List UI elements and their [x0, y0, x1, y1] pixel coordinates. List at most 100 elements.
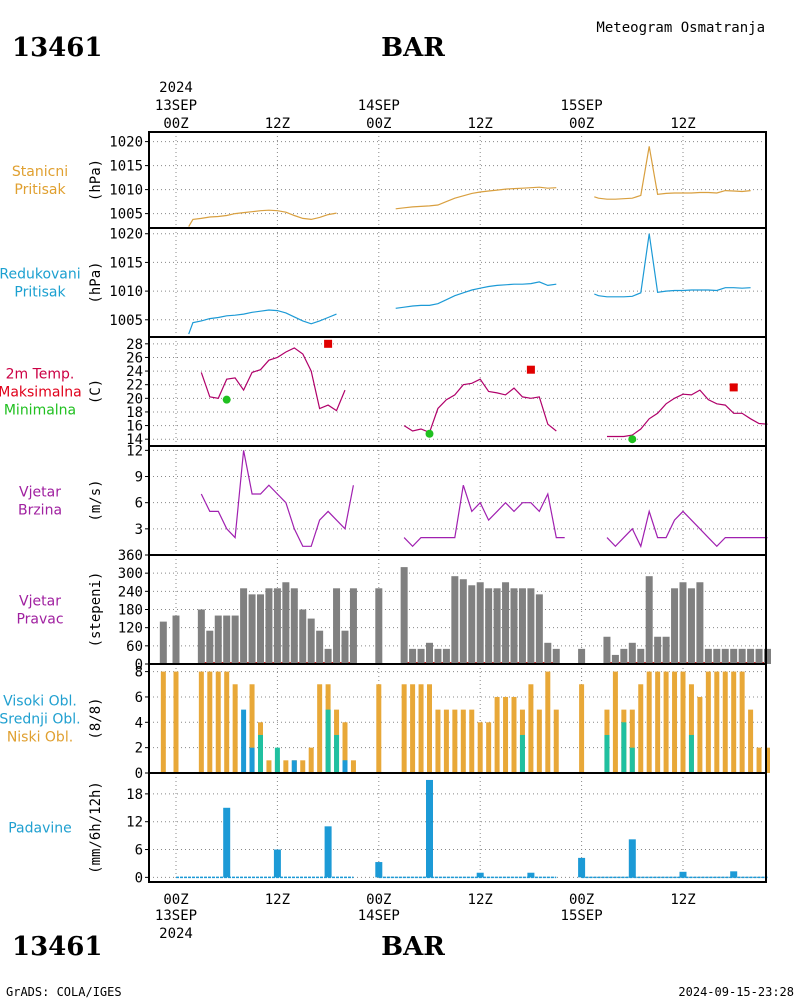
wind-dir-bar: [257, 594, 264, 664]
cloud-bar: [249, 684, 255, 773]
panel-wind_direction: 0 60 120 180 240 300 360 (stepeni) Vjetar Pravac: [16, 548, 771, 673]
cloud-bar: [705, 671, 711, 773]
wind-dir-bar: [290, 588, 298, 664]
ytick-label: 6: [135, 690, 143, 706]
wind-dir-bar: [197, 609, 205, 664]
footer-station-name: BAR: [381, 932, 445, 962]
cloud-bar: [258, 734, 263, 773]
precip-bar: [223, 807, 231, 878]
wind-dir-bar: [282, 582, 290, 664]
footer-station-id: 13461: [12, 932, 102, 962]
series-line: [607, 389, 768, 438]
ytick-label: 18: [126, 405, 143, 421]
ytick-label: 0: [135, 870, 143, 886]
max-temp-marker: [324, 339, 333, 348]
wind-dir-bar: [671, 588, 679, 664]
top-tick-hour: 12Z: [670, 116, 695, 132]
ytick-label: 60: [126, 639, 143, 655]
max-temp-marker: [729, 383, 738, 392]
max-temp-marker: [526, 365, 535, 374]
cloud-bar: [350, 760, 356, 773]
cloud-bar: [317, 684, 323, 773]
cloud-bar: [198, 671, 204, 773]
panel-label: Stanicni: [12, 164, 68, 180]
bottom-tick-hour: 00Z: [366, 892, 391, 908]
ytick-label: 16: [126, 419, 143, 435]
bottom-tick-date: 15SEP: [561, 908, 603, 924]
top-tick-year: 2024: [159, 80, 193, 96]
wind-dir-bar: [468, 585, 476, 664]
wind-dir-bar: [341, 630, 349, 664]
panel-label: Brzina: [18, 503, 62, 519]
wind-dir-bar: [265, 588, 273, 664]
wind-dir-bar: [333, 588, 341, 664]
ylabel: (hPa): [88, 159, 104, 201]
series-line: [395, 186, 557, 210]
bottom-tick-hour: 12Z: [265, 892, 290, 908]
ylabel: (8/8): [88, 697, 104, 739]
top-tick-date: 14SEP: [358, 98, 400, 114]
ytick-label: 2: [135, 741, 143, 757]
wind-dir-bar: [299, 609, 307, 664]
cloud-bar: [688, 734, 694, 773]
precip-bar: [476, 872, 484, 878]
series-line: [606, 509, 768, 549]
ytick-label: 1010: [109, 284, 143, 300]
wind-dir-bar: [527, 588, 535, 664]
bottom-tick-year: 2024: [159, 926, 193, 942]
cloud-bar: [494, 696, 500, 773]
cloud-bar: [604, 734, 610, 773]
panel-frame: [148, 227, 767, 338]
cloud-bar: [460, 709, 466, 773]
series-line: [594, 146, 751, 200]
ytick-label: 22: [126, 378, 143, 394]
panel-label: Minimalna: [4, 403, 76, 419]
ytick-label: 6: [135, 843, 143, 859]
series-line: [200, 450, 354, 547]
cloud-bar: [663, 671, 669, 773]
wind-dir-bar: [307, 618, 315, 664]
ytick-label: 1005: [109, 207, 143, 223]
series-line: [594, 233, 751, 298]
cloud-bar: [629, 747, 635, 773]
wind-dir-bar: [713, 648, 721, 664]
cloud-bar: [503, 696, 509, 773]
wind-dir-bar: [223, 615, 231, 664]
bottom-tick-hour: 12Z: [670, 892, 695, 908]
cloud-bar: [731, 671, 737, 773]
ytick-label: 1015: [109, 255, 143, 271]
ytick-label: 18: [126, 787, 143, 803]
ytick-label: 1020: [109, 135, 143, 151]
panel-label: 2m Temp.: [6, 367, 75, 383]
cloud-bar: [342, 722, 348, 773]
wind-dir-bar: [240, 588, 248, 664]
panel-wind_speed: 3 6 9 12 (m/s) Vjetar Brzina: [18, 443, 768, 556]
wind-dir-bar: [620, 648, 628, 664]
panel-frame: [148, 445, 767, 556]
panel-precipitation: 0 6 12 18 (mm/6h/12h) Padavine: [8, 772, 768, 886]
panel-frame: [148, 772, 767, 883]
wind-dir-bar: [645, 576, 653, 664]
series-line: [188, 309, 337, 335]
wind-dir-bar: [206, 630, 214, 664]
cloud-bar: [697, 696, 703, 773]
panel-label: Padavine: [8, 821, 72, 837]
wind-dir-bar: [704, 648, 712, 664]
panel-label: Maksimalna: [0, 385, 82, 401]
wind-dir-bar: [375, 588, 383, 664]
wind-dir-bar: [679, 582, 687, 664]
cloud-bar: [266, 760, 272, 773]
ytick-label: 360: [118, 548, 143, 564]
cloud-bar: [452, 709, 458, 773]
precip-bar: [679, 871, 687, 878]
cloud-bar: [486, 722, 492, 773]
cloud-bar: [655, 671, 661, 773]
cloud-bar: [249, 747, 255, 773]
ytick-label: 20: [126, 391, 143, 407]
ytick-label: 120: [118, 621, 143, 637]
cloud-bar: [435, 709, 441, 773]
precip-bar: [628, 839, 636, 878]
wind-dir-bar: [510, 588, 518, 664]
cloud-bar: [748, 709, 754, 773]
panel-clouds: 0 2 4 6 8 (8/8) Visoki Obl. Srednji Obl. Niski O…: [0, 663, 770, 782]
